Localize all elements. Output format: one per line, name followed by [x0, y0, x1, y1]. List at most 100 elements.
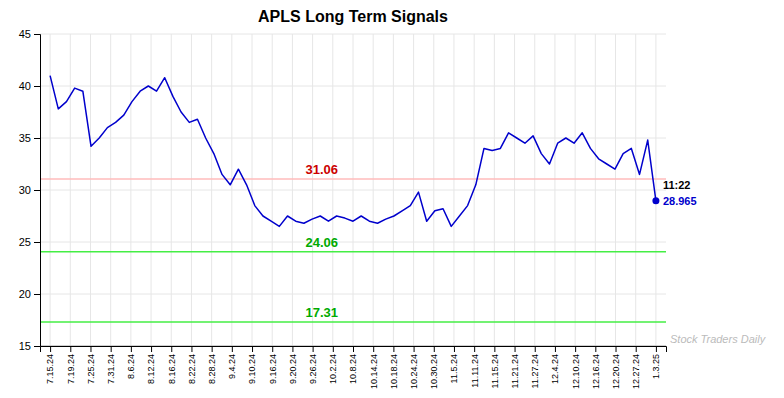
- x-tick-label: 8.22.24: [187, 354, 197, 384]
- x-tick-label: 12.10.24: [571, 354, 581, 389]
- x-tick-mark: [414, 346, 415, 352]
- x-tick-mark: [50, 346, 51, 352]
- x-tick-mark: [70, 346, 71, 352]
- x-tick-label: 10.14.24: [369, 354, 379, 389]
- y-tick-mark: [34, 242, 40, 243]
- x-tick-mark: [494, 346, 495, 352]
- last-value-label: 28.965: [663, 195, 697, 207]
- x-tick-label: 11.5.24: [449, 354, 459, 383]
- x-tick: 11.27.24: [530, 346, 540, 388]
- x-tick: 12.4.24: [550, 346, 560, 384]
- x-tick-label: 7.15.24: [45, 354, 55, 384]
- grid-line-y: [40, 86, 666, 87]
- x-tick-label: 8.16.24: [167, 354, 177, 384]
- grid: [40, 34, 666, 346]
- x-tick: 10.18.24: [389, 346, 399, 389]
- x-tick-label: 8.12.24: [146, 354, 156, 384]
- horizontal-line: [40, 178, 666, 180]
- x-tick-label: 9.10.24: [247, 354, 257, 384]
- x-tick-label: 10.30.24: [429, 354, 439, 389]
- x-tick: 11.21.24: [510, 346, 520, 388]
- x-tick-label: 12.4.24: [550, 354, 560, 384]
- x-tick-mark: [333, 346, 334, 352]
- y-axis-line: [34, 35, 41, 347]
- horizontal-line: [40, 346, 666, 347]
- x-tick-label: 8.6.24: [126, 354, 136, 379]
- x-tick-mark: [636, 346, 637, 352]
- x-tick-mark: [535, 346, 536, 352]
- x-tick: 9.10.24: [247, 346, 257, 384]
- y-tick-label: 20: [19, 288, 31, 300]
- x-tick-mark: [434, 346, 435, 352]
- x-tick: 10.24.24: [409, 346, 419, 389]
- x-tick: 9.16.24: [268, 346, 278, 384]
- last-point: [652, 197, 659, 204]
- horizontal-line: [40, 251, 666, 253]
- price-line: [50, 76, 656, 227]
- x-tick: 8.22.24: [187, 346, 197, 384]
- title: APLS Long Term Signals: [258, 8, 448, 25]
- x-tick-mark: [90, 346, 91, 352]
- x-tick: 9.4.24: [227, 346, 237, 379]
- y-tick: 45: [19, 28, 40, 40]
- x-tick: 7.15.24: [45, 346, 55, 384]
- x-tick-mark: [393, 346, 394, 352]
- x-tick-mark: [151, 346, 152, 352]
- x-tick-mark: [474, 346, 475, 352]
- x-tick: 12.10.24: [571, 346, 581, 389]
- x-tick-mark: [131, 346, 132, 352]
- x-tick-mark: [373, 346, 374, 352]
- x-tick-label: 12.20.24: [611, 354, 621, 389]
- x-tick-label: 9.26.24: [308, 354, 318, 384]
- x-tick-mark: [272, 346, 273, 352]
- y-tick-label: 15: [19, 340, 31, 352]
- x-tick-label: 1.3.25: [651, 354, 661, 379]
- grid-line-y: [40, 294, 666, 295]
- y-tick-mark: [34, 346, 40, 347]
- x-tick-mark: [515, 346, 516, 352]
- plot-area: [40, 76, 666, 346]
- y-tick: 25: [19, 236, 40, 248]
- y-tick-mark: [34, 34, 40, 35]
- x-tick: 10.30.24: [429, 346, 439, 389]
- x-axis: 7.15.247.19.247.25.247.31.248.6.248.12.2…: [41, 346, 667, 389]
- y-tick-label: 45: [19, 28, 31, 40]
- x-tick-mark: [353, 346, 354, 352]
- x-tick: 12.20.24: [611, 346, 621, 389]
- x-tick: 8.16.24: [167, 346, 177, 384]
- y-tick: 15: [19, 340, 40, 352]
- x-tick: 7.31.24: [106, 346, 116, 384]
- x-tick-label: 9.4.24: [227, 354, 237, 379]
- x-tick: 12.16.24: [591, 346, 601, 389]
- x-tick-label: 10.2.24: [328, 354, 338, 384]
- x-tick-mark: [575, 346, 576, 352]
- y-tick-label: 30: [19, 184, 31, 196]
- level-label: 17.31: [305, 305, 338, 320]
- x-tick-label: 10.24.24: [409, 354, 419, 389]
- annotations: 31.0624.0617.31Stock Traders Daily11:222…: [305, 162, 766, 345]
- y-tick-mark: [34, 138, 40, 139]
- x-tick-label: 9.16.24: [268, 354, 278, 384]
- x-tick-mark: [171, 346, 172, 352]
- x-tick-label: 12.16.24: [591, 354, 601, 389]
- x-tick: 1.3.25: [651, 346, 661, 379]
- level-label: 31.06: [305, 162, 338, 177]
- x-tick: 8.6.24: [126, 346, 136, 379]
- x-tick-label: 9.20.24: [288, 354, 298, 384]
- x-tick-label: 11.27.24: [530, 354, 540, 388]
- x-tick: 9.20.24: [288, 346, 298, 384]
- y-tick: 40: [19, 80, 40, 92]
- x-tick-mark: [191, 346, 192, 352]
- x-tick-label: 7.25.24: [86, 354, 96, 384]
- y-tick: 35: [19, 132, 40, 144]
- x-tick-mark: [595, 346, 596, 352]
- grid-line-y: [40, 242, 666, 243]
- x-tick-mark: [616, 346, 617, 352]
- x-tick-label: 8.28.24: [207, 354, 217, 384]
- x-tick-label: 11.21.24: [510, 354, 520, 388]
- x-tick-mark: [656, 346, 657, 352]
- x-tick-label: 11.11.24: [470, 354, 480, 388]
- x-tick-mark: [252, 346, 253, 352]
- x-tick-label: 10.18.24: [389, 354, 399, 389]
- y-tick: 20: [19, 288, 40, 300]
